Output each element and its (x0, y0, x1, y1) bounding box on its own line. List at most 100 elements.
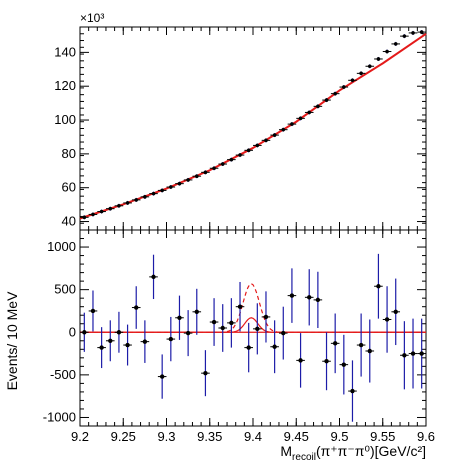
bottom-data-point (108, 338, 113, 343)
top-data-point (393, 42, 398, 46)
bottom-y-tick-label: 0 (69, 324, 76, 339)
bottom-data-point (246, 345, 251, 350)
top-y-tick-label: 80 (62, 146, 76, 161)
bottom-data-point (289, 293, 295, 298)
top-data-point (316, 104, 320, 109)
bottom-x-tick-label: 9.25 (111, 429, 136, 444)
bottom-signal-curve-solid (80, 317, 426, 333)
top-data-point (385, 49, 389, 54)
top-fit-curve (79, 32, 427, 220)
bottom-y-tick-label: -1000 (43, 409, 76, 424)
bottom-x-ticks: 9.2 9.25 9.3 9.35 9.4 9.45 9.5 9.55 9.6 (71, 230, 435, 444)
top-data-point (333, 91, 337, 96)
bottom-data-point (393, 309, 398, 315)
bottom-data-point (194, 309, 199, 315)
top-data-point (359, 71, 363, 76)
bottom-data-point (281, 330, 286, 336)
x-axis-title-main: M (280, 443, 292, 459)
top-data-point (82, 215, 87, 220)
x-axis-title-sub: recoil (292, 452, 316, 463)
bottom-data-point (298, 358, 303, 363)
bottom-data-point (324, 359, 329, 364)
bottom-data-point (82, 330, 87, 335)
bottom-data-point (367, 348, 372, 354)
top-data-point (203, 170, 208, 175)
bottom-data-point (151, 274, 156, 280)
x-axis-title: Mrecoil(π⁺π⁻π⁰)[GeV/c²] (280, 443, 426, 463)
top-data-point (255, 143, 260, 148)
top-data-point (290, 122, 294, 126)
y-axis-title: Events/ 10 MeV (4, 291, 20, 390)
bottom-x-tick-label: 9.55 (370, 429, 395, 444)
top-exponent-label: ×10³ (80, 11, 104, 25)
top-data-point (91, 212, 95, 217)
top-data-point (177, 181, 182, 186)
top-fit-line (79, 32, 427, 220)
bottom-data-point (159, 374, 165, 379)
top-data-point (307, 110, 312, 115)
top-data-point (99, 209, 104, 214)
bottom-data-point (255, 326, 260, 332)
bottom-data-point (211, 319, 217, 325)
bottom-data-point (384, 317, 390, 322)
bottom-data-point (168, 336, 174, 342)
top-data-point (376, 57, 381, 61)
bottom-x-tick-label: 9.4 (244, 429, 262, 444)
bottom-signal-curve-dashed (80, 282, 426, 333)
top-data-point (264, 138, 268, 143)
bottom-y-tick-label: 1000 (47, 239, 76, 254)
top-data-point (367, 64, 372, 69)
bottom-x-tick-label: 9.35 (197, 429, 222, 444)
top-y-tick-label: 100 (54, 112, 76, 127)
top-panel: ×10³ 40 60 80 100 120 140 (54, 11, 427, 231)
top-data-point (281, 127, 286, 132)
top-data-points (80, 30, 426, 220)
bottom-plot-frame (79, 229, 427, 427)
bottom-data-point (185, 330, 191, 336)
top-data-point (117, 204, 121, 208)
top-data-point (125, 201, 130, 205)
top-plot-frame (79, 26, 427, 231)
bottom-data-point (116, 330, 122, 335)
bottom-data-point (358, 342, 364, 348)
top-data-point (411, 31, 415, 35)
top-data-point (220, 162, 225, 166)
bottom-y-ticks: 1000 500 0 -500 -1000 (43, 229, 426, 427)
bottom-x-tick-label: 9.3 (157, 429, 175, 444)
bottom-data-point (341, 362, 347, 367)
top-y-tick-label: 60 (62, 180, 76, 195)
top-x-ticks (79, 27, 427, 230)
bottom-x-tick-label: 9.5 (330, 429, 348, 444)
bottom-data-point (134, 305, 139, 310)
bottom-data-point (229, 320, 234, 326)
top-data-point (402, 34, 407, 38)
top-data-point (186, 178, 190, 182)
bottom-data-point (315, 297, 321, 303)
top-data-point (212, 166, 216, 171)
top-data-point (342, 85, 346, 89)
top-y-tick-label: 140 (54, 44, 76, 59)
bottom-data-point (203, 370, 208, 376)
top-data-point (298, 116, 303, 121)
bottom-data-point (272, 344, 277, 349)
top-data-point (238, 153, 242, 157)
top-data-point (419, 30, 424, 34)
bottom-data-point (332, 341, 338, 346)
bottom-x-tick-label: 9.2 (71, 429, 89, 444)
bottom-data-point (237, 304, 243, 309)
x-axis-title-rest: (π⁺π⁻π⁰)[GeV/c²] (316, 443, 426, 459)
top-data-point (108, 206, 113, 211)
top-data-point (350, 78, 355, 83)
bottom-data-point (419, 351, 424, 356)
top-data-point (194, 174, 199, 179)
bottom-data-point (90, 308, 96, 314)
top-data-point (169, 185, 173, 189)
top-data-point (134, 198, 139, 202)
bottom-y-tick-label: -500 (50, 367, 76, 382)
bottom-y-tick-label: 500 (54, 282, 76, 297)
bottom-data-point (376, 284, 381, 289)
top-data-point (246, 148, 251, 153)
bottom-data-point (142, 339, 148, 344)
